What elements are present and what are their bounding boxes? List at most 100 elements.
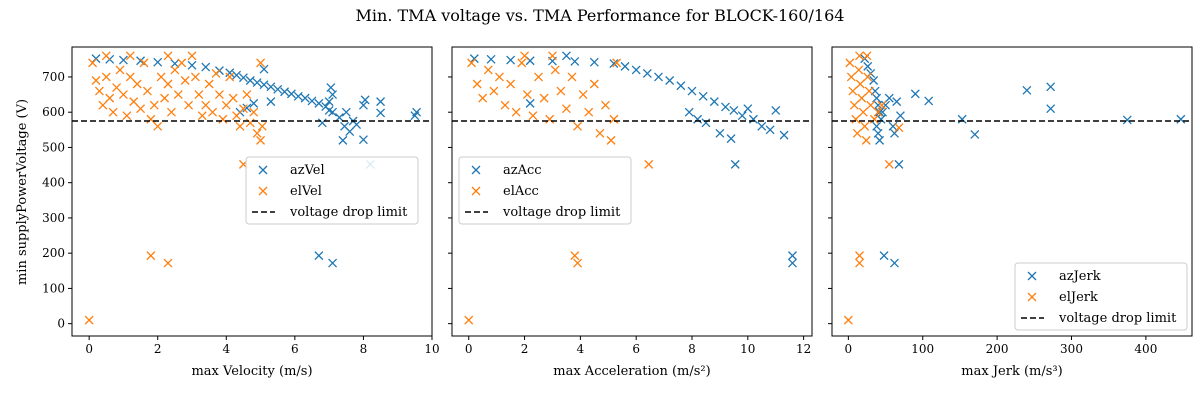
data-point [98, 100, 108, 110]
data-point [125, 72, 135, 82]
data-point [286, 89, 296, 99]
data-point [129, 97, 139, 107]
data-point [211, 68, 221, 78]
data-point [721, 102, 730, 112]
data-point [875, 135, 885, 145]
x-tick-label: 8 [688, 342, 696, 356]
data-point [578, 90, 588, 100]
data-point [467, 58, 476, 68]
series-elJerk [843, 51, 904, 325]
legend-label: voltage drop limit [289, 205, 408, 220]
data-point [873, 100, 883, 110]
series-azAcc [469, 51, 797, 268]
data-point [511, 107, 521, 117]
data-point [895, 111, 905, 121]
data-point [341, 107, 351, 117]
data-point [606, 135, 616, 145]
x-tick-label: 6 [632, 342, 640, 356]
data-point [522, 90, 532, 100]
data-point [256, 58, 266, 68]
legend-box [1014, 262, 1188, 331]
data-point [873, 128, 883, 138]
data-point [684, 107, 694, 117]
data-point [567, 72, 577, 82]
data-point [860, 121, 870, 131]
data-point [788, 258, 797, 268]
data-point [184, 100, 194, 110]
data-point [642, 68, 652, 78]
data-point [149, 100, 159, 110]
data-point [115, 65, 125, 75]
data-point [595, 128, 605, 138]
data-point [737, 111, 747, 121]
legend-marker [258, 186, 268, 196]
chart-panel-3: 0 100 200 300 400 max Jerk (m/s³) azJerk elJerk… [828, 46, 1193, 379]
data-point [654, 72, 663, 82]
data-point [570, 251, 580, 261]
data-point [412, 107, 422, 117]
data-point [317, 118, 327, 128]
data-point [665, 76, 675, 85]
data-point [252, 78, 262, 88]
data-point [500, 100, 510, 110]
data-point [472, 79, 482, 89]
data-point [218, 114, 228, 124]
data-point [187, 51, 197, 61]
series-azJerk [860, 54, 1186, 268]
data-point [307, 96, 317, 106]
data-point [166, 107, 176, 117]
data-point [788, 251, 797, 261]
data-point [132, 79, 142, 89]
data-point [146, 114, 156, 124]
data-point [194, 90, 204, 100]
data-point [293, 91, 303, 101]
x-tick-label: 4 [222, 342, 230, 356]
data-point [153, 121, 163, 131]
data-point [1046, 82, 1056, 92]
data-point [924, 96, 934, 106]
data-point [609, 114, 619, 124]
plot-area [72, 51, 432, 325]
data-point [910, 89, 920, 99]
data-point [589, 79, 599, 89]
data-point [235, 121, 245, 131]
data-point [201, 100, 211, 110]
data-point [528, 111, 538, 121]
y-tick-label: 600 [42, 105, 65, 119]
data-point [197, 111, 207, 121]
legend-marker [471, 186, 481, 196]
data-point [88, 58, 98, 68]
data-point [360, 95, 370, 105]
data-point [214, 90, 224, 100]
data-point [142, 86, 152, 96]
y-tick-label: 0 [57, 317, 65, 331]
x-tick-label: 400 [1134, 342, 1157, 356]
data-point [326, 83, 336, 92]
x-tick-label: 10 [740, 342, 755, 356]
data-point [843, 315, 853, 325]
data-point [358, 135, 368, 145]
data-point [698, 91, 708, 101]
data-point [245, 118, 255, 128]
data-point [266, 97, 276, 107]
y-tick-label: 500 [42, 140, 65, 154]
legend: azAcc elAcc voltage drop limit [458, 156, 632, 225]
legend-label: azVel [290, 163, 325, 178]
x-tick-label: 200 [986, 342, 1009, 356]
data-point [352, 120, 362, 129]
data-point [534, 72, 543, 82]
data-point [873, 107, 883, 117]
data-point [561, 104, 571, 114]
data-point [609, 59, 619, 69]
data-point [486, 54, 496, 64]
legend-box [458, 156, 632, 225]
data-point [163, 51, 173, 61]
data-point [266, 82, 276, 92]
data-point [187, 60, 197, 70]
data-point [877, 100, 887, 110]
data-point [866, 100, 876, 110]
data-point [156, 72, 166, 82]
data-point [765, 125, 775, 135]
data-point [589, 57, 599, 67]
data-point [858, 107, 868, 117]
